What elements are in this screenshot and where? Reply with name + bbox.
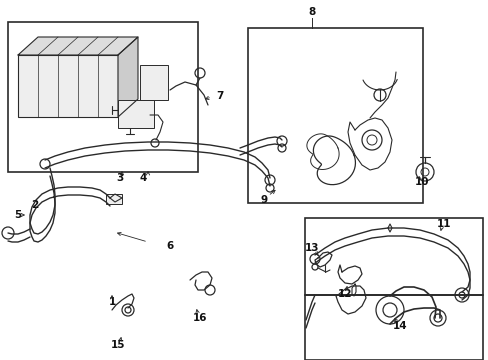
Bar <box>106 194 122 204</box>
Bar <box>118 100 154 128</box>
Text: 2: 2 <box>31 200 39 210</box>
Text: 11: 11 <box>436 219 450 229</box>
Bar <box>305 218 482 295</box>
Bar <box>8 22 198 172</box>
Text: 13: 13 <box>304 243 319 253</box>
Bar <box>18 55 118 117</box>
Text: 1: 1 <box>108 297 115 307</box>
Polygon shape <box>118 37 138 117</box>
Text: 10: 10 <box>414 177 428 187</box>
Text: 7: 7 <box>216 91 223 101</box>
Text: 6: 6 <box>166 241 173 251</box>
Polygon shape <box>18 37 138 55</box>
Text: 15: 15 <box>110 340 125 350</box>
Text: 3: 3 <box>116 173 123 183</box>
Text: 4: 4 <box>139 173 146 183</box>
Bar <box>305 295 482 360</box>
Text: 16: 16 <box>192 313 207 323</box>
Bar <box>140 65 168 100</box>
Text: 8: 8 <box>308 7 315 17</box>
Text: 5: 5 <box>14 210 21 220</box>
Text: 12: 12 <box>337 289 351 299</box>
Bar <box>247 28 422 203</box>
Text: 14: 14 <box>392 321 407 331</box>
Text: 9: 9 <box>260 195 267 205</box>
